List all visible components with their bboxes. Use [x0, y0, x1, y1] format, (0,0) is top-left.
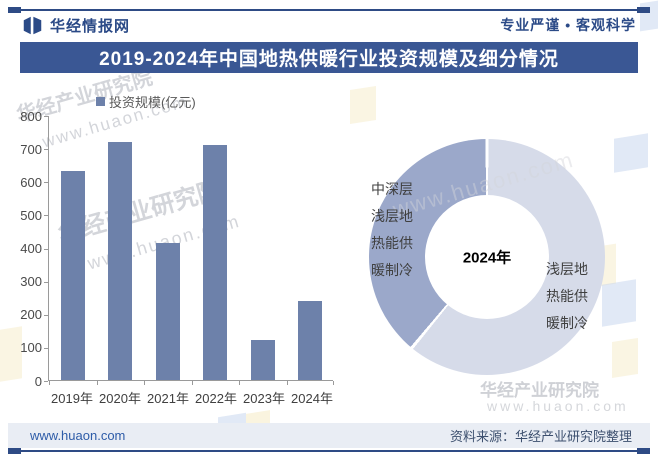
bar-2022年	[203, 144, 228, 380]
watermark-text: 华经产业研究院	[480, 381, 599, 400]
brand-name: 华经情报网	[50, 17, 131, 35]
legend-label: 投资规模(亿元)	[109, 95, 196, 110]
bar-2020年	[108, 141, 133, 380]
donut-hole	[425, 195, 549, 319]
x-axis-label: 2024年	[291, 391, 333, 406]
y-axis-tick	[44, 215, 48, 217]
bar-2024年	[298, 300, 323, 380]
brand: 华经情报网	[22, 15, 130, 36]
watermark-shape	[614, 133, 648, 173]
x-axis-label: 2021年	[147, 391, 189, 406]
watermark-shape	[602, 279, 636, 327]
x-axis-tick	[144, 381, 145, 385]
y-axis-tick	[44, 381, 48, 382]
y-axis-tick-label: 800	[20, 108, 42, 124]
y-axis-tick	[44, 116, 48, 117]
y-axis-tick-label: 300	[20, 274, 42, 290]
bar-chart-plot	[48, 116, 334, 385]
y-axis-tick	[44, 281, 48, 283]
x-axis-label: 2023年	[243, 391, 285, 406]
donut-slice-label-shallow: 浅层地热能供暖制冷	[546, 261, 588, 331]
watermark-shape	[350, 85, 376, 125]
x-axis-tick	[286, 381, 288, 385]
watermark-shape	[612, 337, 638, 379]
top-rule-cap-left	[8, 7, 21, 13]
bar-2021年	[155, 242, 180, 380]
x-axis-tick	[49, 381, 50, 385]
legend-swatch	[96, 97, 105, 106]
x-axis-tick	[96, 381, 98, 385]
bar-chart-legend: 投资规模(亿元)	[96, 92, 196, 111]
y-axis-tick-label: 400	[20, 241, 42, 256]
x-axis-label: 2022年	[195, 391, 237, 406]
footer-source: 资料来源：华经产业研究院整理	[449, 429, 632, 444]
y-axis-tick	[44, 347, 48, 349]
bottom-rule-cap-right	[637, 448, 650, 454]
bar-chart-x-labels: 2019年 2020年 2021年 2022年 2023年 2024年	[48, 388, 336, 407]
donut-slice-label-deep: 中深层浅层地热能供暖制冷	[371, 181, 413, 278]
y-axis-tick-label: 700	[20, 141, 42, 157]
x-axis-label: 2020年	[99, 391, 141, 406]
y-axis-tick	[44, 248, 48, 250]
y-axis-tick-label: 100	[20, 340, 42, 356]
watermark-text: www.huaon.com	[487, 398, 629, 414]
header: 华经情报网 专业严谨 • 客观科学	[22, 13, 636, 37]
footer-site-link: www.huaon.com	[30, 428, 126, 443]
bottom-rule	[8, 450, 650, 452]
x-axis-tick	[239, 381, 240, 385]
donut-center-label: 2024年	[462, 249, 512, 267]
title-bar: 2019-2024年中国地热供暖行业投资规模及细分情况	[20, 42, 638, 73]
y-axis-tick	[44, 314, 48, 316]
y-axis-tick-label: 0	[34, 373, 42, 389]
header-slogan: 专业严谨 • 客观科学	[500, 17, 636, 33]
brand-logo-icon	[23, 16, 42, 34]
y-axis-tick	[44, 182, 48, 184]
top-rule	[8, 9, 650, 11]
watermark-shape	[640, 0, 658, 32]
x-axis-tick	[333, 381, 334, 385]
y-axis-tick-label: 500	[20, 207, 42, 223]
x-axis-tick	[191, 381, 193, 385]
footer: www.huaon.com 资料来源：华经产业研究院整理	[8, 423, 650, 448]
bar-2023年	[250, 340, 275, 380]
bar-2019年	[60, 171, 85, 380]
y-axis-tick	[44, 149, 48, 151]
x-axis-label: 2019年	[51, 391, 93, 406]
top-rule-cap-right	[637, 7, 650, 13]
y-axis-tick-label: 200	[20, 307, 42, 323]
bottom-rule-cap-left	[8, 448, 21, 454]
y-axis-tick-label: 600	[20, 174, 42, 190]
page-title: 2019-2024年中国地热供暖行业投资规模及细分情况	[99, 49, 559, 70]
